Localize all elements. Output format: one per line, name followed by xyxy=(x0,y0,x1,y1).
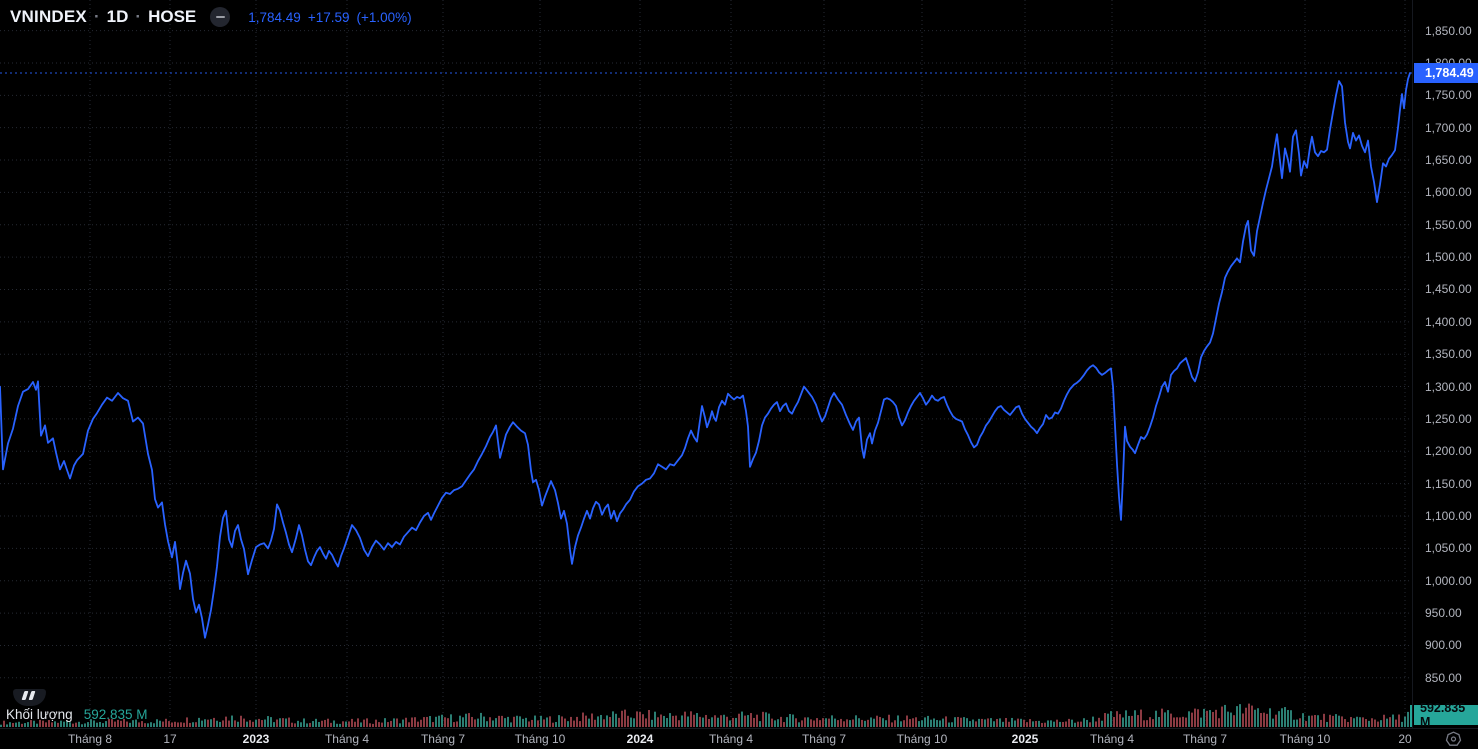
price-tick-label: 1,250.00 xyxy=(1425,411,1472,426)
last-price-badge: 1,784.49 xyxy=(1414,62,1478,83)
timezone-settings-button[interactable] xyxy=(1445,731,1462,748)
price-tick-label: 1,300.00 xyxy=(1425,379,1472,394)
last-price-text: 1,784.49 xyxy=(248,9,301,25)
time-tick-label: 20 xyxy=(1398,732,1412,746)
price-tick-label: 1,500.00 xyxy=(1425,250,1472,265)
logo-glyph-bar xyxy=(21,691,28,700)
time-tick-label: 2023 xyxy=(242,732,270,746)
price-tick-label: 1,100.00 xyxy=(1425,509,1472,523)
price-tick-label: 1,150.00 xyxy=(1425,476,1472,491)
time-tick-label: Tháng 4 xyxy=(324,732,370,746)
separator-dot: · xyxy=(135,7,142,26)
symbol-header: VNINDEX · 1D · HOSE 1,784.49 +17.59 (+1.… xyxy=(10,7,412,27)
time-tick-label: Tháng 7 xyxy=(801,732,847,746)
minus-icon xyxy=(215,15,225,19)
interval-label[interactable]: 1D xyxy=(106,7,129,26)
time-tick-label: Tháng 7 xyxy=(1182,732,1228,746)
price-tick-label: 1,650.00 xyxy=(1425,153,1472,168)
price-tick-label: 850.00 xyxy=(1425,670,1462,685)
price-tick-label: 1,350.00 xyxy=(1425,347,1472,362)
volume-legend: Khối lượng 592.835 M xyxy=(6,707,147,722)
time-tick-label: 2024 xyxy=(626,732,654,746)
price-change-percent-text: (+1.00%) xyxy=(356,9,412,25)
price-tick-label: 900.00 xyxy=(1425,638,1462,653)
separator-dot: · xyxy=(93,7,100,26)
volume-label: Khối lượng xyxy=(6,707,73,722)
logo-glyph-bar xyxy=(28,691,35,700)
price-tick-label: 1,850.00 xyxy=(1425,23,1472,38)
time-tick-label: Tháng 10 xyxy=(896,732,948,746)
last-volume-badge: 592.835 M xyxy=(1414,701,1478,729)
exchange-label: HOSE xyxy=(148,7,197,26)
price-change-text: +17.59 xyxy=(307,9,350,25)
quote-readout: 1,784.49 +17.59 (+1.00%) xyxy=(248,10,411,25)
time-tick-label: Tháng 8 xyxy=(67,732,113,746)
price-axis[interactable]: 1,850.001,800.001,750.001,700.001,650.00… xyxy=(1412,0,1478,729)
time-tick-label: Tháng 4 xyxy=(1089,732,1135,746)
price-tick-label: 1,000.00 xyxy=(1425,573,1472,588)
price-tick-label: 1,050.00 xyxy=(1425,541,1472,556)
time-tick-label: 2025 xyxy=(1011,732,1039,746)
heptagon-clock-icon xyxy=(1445,731,1462,746)
price-tick-label: 950.00 xyxy=(1425,606,1462,621)
price-tick-label: 1,400.00 xyxy=(1425,314,1472,329)
time-tick-label: Tháng 10 xyxy=(1279,732,1331,746)
time-axis[interactable]: Tháng 8 17 2023 Tháng 4 Tháng 7 Tháng 10 2024 T… xyxy=(0,728,1478,749)
symbol-name[interactable]: VNINDEX xyxy=(10,7,87,26)
price-tick-label: 1,700.00 xyxy=(1425,120,1472,135)
price-tick-label: 1,200.00 xyxy=(1425,444,1472,459)
price-tick-label: 1,550.00 xyxy=(1425,217,1472,232)
time-tick-label: Tháng 7 xyxy=(420,732,466,746)
time-tick-label: Tháng 10 xyxy=(514,732,566,746)
price-tick-label: 1,600.00 xyxy=(1425,185,1472,200)
time-tick-label: 17 xyxy=(163,732,177,746)
price-tick-label: 1,750.00 xyxy=(1425,88,1472,103)
volume-value: 592.835 M xyxy=(83,707,148,722)
hide-series-button[interactable] xyxy=(210,7,231,27)
time-tick-label: Tháng 4 xyxy=(708,732,754,746)
price-tick-label: 1,450.00 xyxy=(1425,282,1472,297)
tradingview-logo-watermark[interactable] xyxy=(13,689,46,706)
